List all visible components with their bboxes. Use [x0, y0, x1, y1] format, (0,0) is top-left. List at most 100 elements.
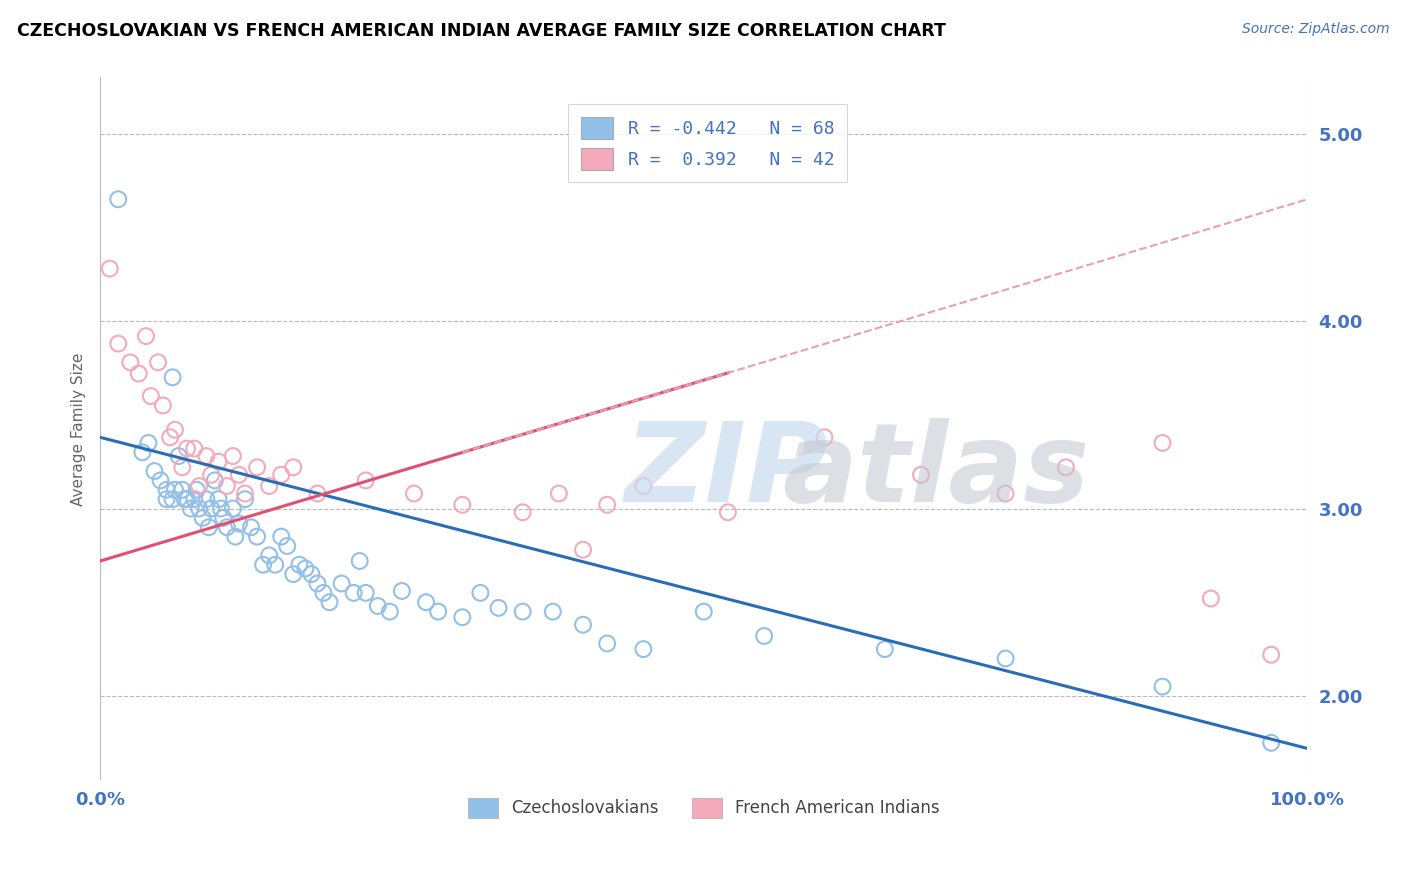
Point	[270, 467, 292, 482]
Point	[200, 467, 222, 482]
Point	[107, 336, 129, 351]
Point	[188, 501, 211, 516]
Point	[512, 605, 534, 619]
Point	[98, 261, 121, 276]
Point	[572, 542, 595, 557]
Point	[343, 586, 366, 600]
Point	[910, 467, 932, 482]
Point	[207, 492, 229, 507]
Point	[873, 642, 896, 657]
Point	[451, 498, 474, 512]
Point	[367, 599, 389, 613]
Point	[451, 610, 474, 624]
Point	[252, 558, 274, 572]
Point	[693, 605, 716, 619]
Point	[541, 605, 564, 619]
Point	[402, 486, 425, 500]
Point	[349, 554, 371, 568]
Point	[470, 586, 492, 600]
Point	[233, 486, 256, 500]
Point	[1152, 436, 1174, 450]
Point	[152, 399, 174, 413]
Point	[186, 483, 208, 497]
Point	[312, 586, 335, 600]
Point	[318, 595, 340, 609]
Point	[222, 449, 245, 463]
Point	[207, 455, 229, 469]
Point	[131, 445, 153, 459]
Point	[172, 483, 194, 497]
Point	[224, 530, 246, 544]
Point	[176, 442, 198, 456]
Point	[228, 516, 250, 531]
Point	[994, 486, 1017, 500]
Point	[752, 629, 775, 643]
Point	[283, 460, 305, 475]
Point	[215, 479, 238, 493]
Point	[159, 430, 181, 444]
Point	[512, 505, 534, 519]
Text: Source: ZipAtlas.com: Source: ZipAtlas.com	[1241, 22, 1389, 37]
Point	[163, 483, 186, 497]
Point	[283, 567, 305, 582]
Point	[415, 595, 437, 609]
Point	[139, 389, 162, 403]
Point	[188, 479, 211, 493]
Point	[191, 511, 214, 525]
Point	[1260, 648, 1282, 662]
Point	[200, 501, 222, 516]
Point	[246, 530, 269, 544]
Point	[1260, 736, 1282, 750]
Point	[330, 576, 353, 591]
Point	[264, 558, 287, 572]
Point	[120, 355, 142, 369]
Point	[233, 492, 256, 507]
Point	[173, 492, 195, 507]
Point	[596, 636, 619, 650]
Text: atlas: atlas	[782, 417, 1090, 524]
Point	[354, 586, 377, 600]
Point	[391, 584, 413, 599]
Point	[717, 505, 740, 519]
Point	[257, 549, 280, 563]
Point	[167, 449, 190, 463]
Point	[378, 605, 401, 619]
Point	[128, 367, 150, 381]
Point	[143, 464, 166, 478]
Point	[155, 483, 177, 497]
Text: CZECHOSLOVAKIAN VS FRENCH AMERICAN INDIAN AVERAGE FAMILY SIZE CORRELATION CHART: CZECHOSLOVAKIAN VS FRENCH AMERICAN INDIA…	[17, 22, 946, 40]
Point	[427, 605, 450, 619]
Point	[246, 460, 269, 475]
Text: ZIP: ZIP	[626, 417, 828, 524]
Point	[633, 642, 655, 657]
Point	[138, 436, 160, 450]
Point	[215, 520, 238, 534]
Point	[195, 492, 218, 507]
Point	[155, 492, 177, 507]
Point	[135, 329, 157, 343]
Point	[180, 501, 202, 516]
Point	[183, 442, 205, 456]
Point	[276, 539, 298, 553]
Point	[240, 520, 263, 534]
Point	[257, 479, 280, 493]
Point	[270, 530, 292, 544]
Point	[1054, 460, 1077, 475]
Point	[163, 423, 186, 437]
Point	[354, 474, 377, 488]
Legend: Czechoslovakians, French American Indians: Czechoslovakians, French American Indian…	[461, 791, 946, 825]
Point	[813, 430, 835, 444]
Point	[307, 576, 329, 591]
Point	[488, 600, 510, 615]
Point	[183, 492, 205, 507]
Point	[146, 355, 169, 369]
Point	[596, 498, 619, 512]
Y-axis label: Average Family Size: Average Family Size	[72, 352, 86, 506]
Point	[149, 474, 172, 488]
Point	[172, 460, 194, 475]
Point	[299, 567, 322, 582]
Point	[222, 501, 245, 516]
Point	[162, 370, 184, 384]
Point	[1152, 680, 1174, 694]
Point	[1199, 591, 1222, 606]
